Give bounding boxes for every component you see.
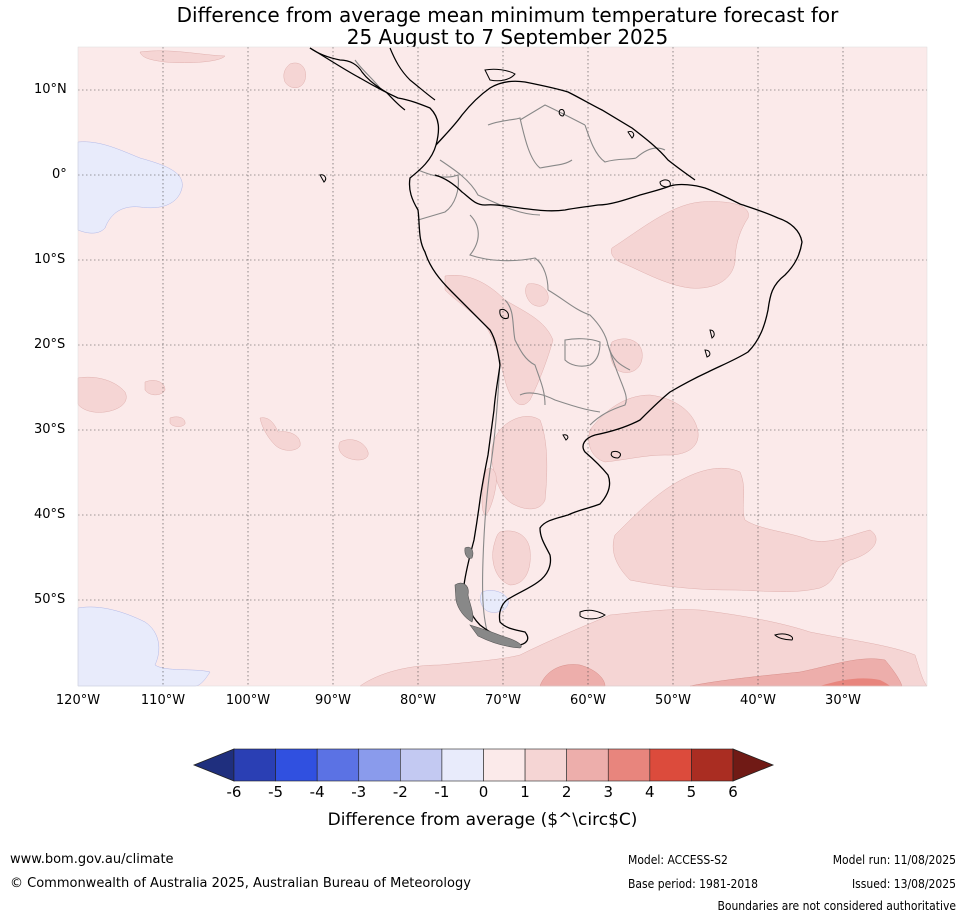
lat-label: 10°S <box>34 252 66 267</box>
warm-anomaly-patch <box>481 468 497 516</box>
lat-label: 50°S <box>34 592 66 607</box>
warm-anomaly-patch <box>525 283 549 307</box>
lat-label: 10°N <box>34 82 67 97</box>
colorbar-segment <box>483 748 526 782</box>
issued-info: Issued: 13/08/2025 <box>851 877 956 891</box>
colorbar-extend-low <box>192 748 235 782</box>
warm-anomaly-patch <box>588 394 699 463</box>
warm-anomaly-patch-strong <box>539 664 606 687</box>
colorbar-tick-label: 5 <box>686 783 697 801</box>
colorbar-segment <box>607 748 651 782</box>
map-title-line1: Difference from average mean minimum tem… <box>176 3 839 27</box>
warm-anomaly-patch-strong <box>689 658 903 687</box>
islands-and-lakes <box>319 68 794 641</box>
colorbar-tick-label: -3 <box>351 783 367 801</box>
colorbar-segment <box>275 748 318 782</box>
colorbar-segment <box>441 748 484 782</box>
warm-anomaly-patch <box>259 417 301 451</box>
copyright-text: © Commonwealth of Australia 2025, Austra… <box>10 876 471 891</box>
colorbar-segment <box>691 748 734 782</box>
colorbar-tick-label: -1 <box>434 783 450 801</box>
lat-label: 0° <box>52 167 67 182</box>
colorbar-tick-label: 2 <box>561 783 572 801</box>
map-title-line2: 25 August to 7 September 2025 <box>346 25 669 49</box>
lat-label: 20°S <box>34 337 66 352</box>
map-frame <box>77 46 928 687</box>
cool-anomaly-patch <box>77 141 183 234</box>
colorbar-tick-label: -4 <box>309 783 325 801</box>
lon-label: 60°W <box>570 693 606 708</box>
lon-label: 70°W <box>485 693 521 708</box>
warm-anomaly-patch <box>612 467 877 592</box>
colorbar-segment <box>316 748 360 782</box>
base-period-info: Base period: 1981-2018 <box>628 877 759 891</box>
colorbar-segment <box>233 748 276 782</box>
colorbar-tick-label: 6 <box>728 783 738 801</box>
warm-anomaly-patch <box>283 62 306 88</box>
warm-anomaly-patch <box>611 201 749 289</box>
patagonia-archipelago <box>454 546 522 649</box>
colorbar-tick-label: -2 <box>392 783 408 801</box>
lon-label: 50°W <box>655 693 691 708</box>
graticule <box>78 47 927 686</box>
lon-label: 90°W <box>315 693 351 708</box>
colorbar-tick-label: -6 <box>226 783 242 801</box>
south-america-coastline <box>309 47 803 646</box>
lon-label: 40°W <box>740 693 776 708</box>
colorbar-tick-label: -5 <box>268 783 284 801</box>
lon-label: 80°W <box>400 693 436 708</box>
model-run-info: Model run: 11/08/2025 <box>832 853 956 867</box>
colorbar-tick-label: 3 <box>603 783 614 801</box>
model-info: Model: ACCESS-S2 <box>628 853 728 867</box>
warm-anomaly-patch <box>492 530 531 586</box>
warm-anomaly-patch <box>139 50 226 63</box>
boundaries-disclaimer: Boundaries are not considered authoritat… <box>717 899 956 913</box>
lon-label: 110°W <box>140 693 186 708</box>
colorbar-tick-label: 1 <box>520 783 530 801</box>
colorbar-segment <box>649 748 692 782</box>
cool-anomaly-patch <box>77 606 211 687</box>
colorbar-tick-label: 0 <box>478 783 489 801</box>
lat-label: 30°S <box>34 422 66 437</box>
colorbar-extend-high <box>732 748 775 782</box>
north-coast <box>435 80 696 181</box>
website-link[interactable]: www.bom.gov.au/climate <box>10 852 174 867</box>
colorbar-segment <box>400 748 443 782</box>
warm-anomaly-patch-3 <box>820 678 890 686</box>
colorbar <box>192 748 775 782</box>
colorbar-segment <box>566 748 609 782</box>
colorbar-tick-label: 4 <box>645 783 655 801</box>
map-title: Difference from average mean minimum tem… <box>0 4 965 48</box>
colorbar-segment <box>524 748 567 782</box>
lon-label: 120°W <box>55 693 101 708</box>
colorbar-segment <box>358 748 401 782</box>
warm-anomaly-patch <box>169 416 186 427</box>
lon-label: 30°W <box>825 693 861 708</box>
central-america-coast <box>309 47 436 111</box>
warm-anomaly-patch <box>338 439 369 461</box>
warm-anomaly-patch <box>144 380 166 396</box>
warm-anomaly-patch <box>359 609 928 687</box>
lon-label: 100°W <box>225 693 271 708</box>
colorbar-label: Difference from average ($^\circ$C) <box>327 810 638 830</box>
lat-label: 40°S <box>34 507 66 522</box>
warm-anomaly-patch <box>610 338 643 373</box>
warm-anomaly-patch <box>77 376 127 413</box>
